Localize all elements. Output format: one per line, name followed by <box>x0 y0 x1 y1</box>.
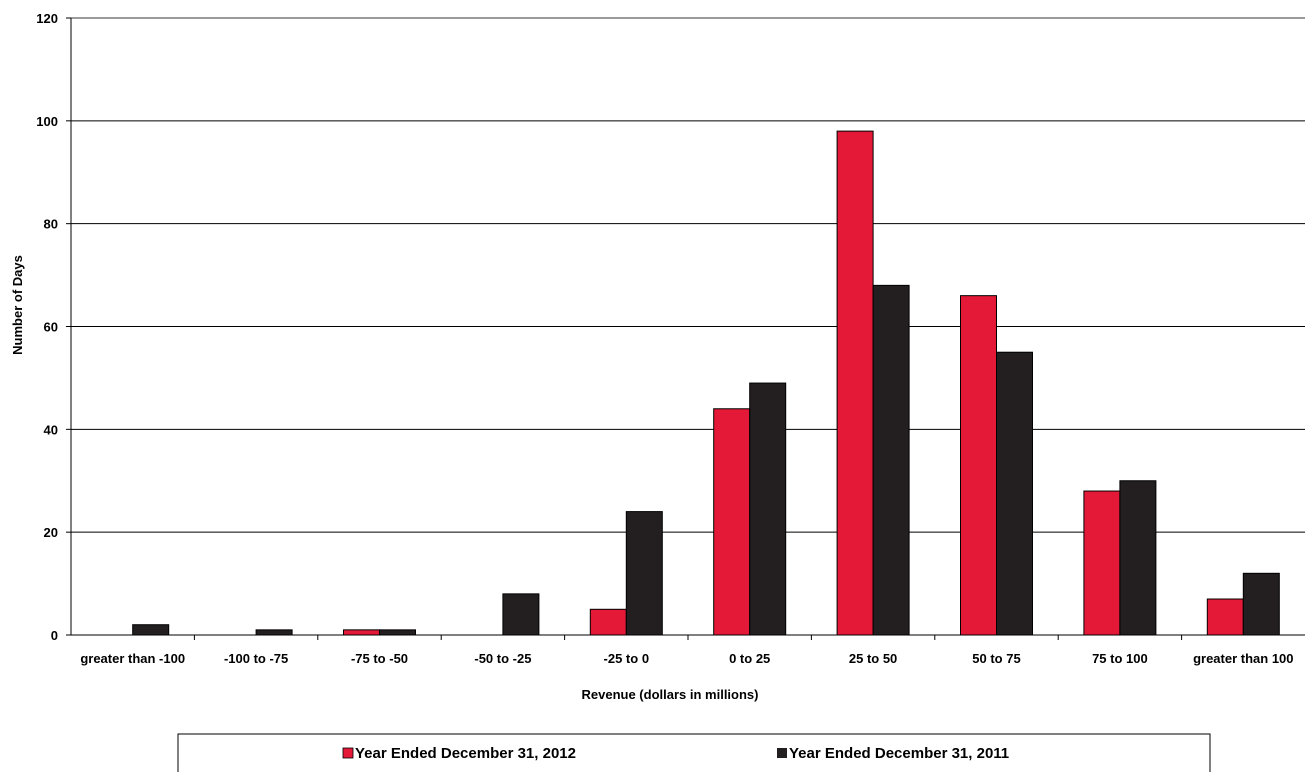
bar-2012 <box>343 629 380 636</box>
x-tick-label: 25 to 50 <box>849 651 897 666</box>
bar-2012 <box>713 408 751 636</box>
x-tick-label: 75 to 100 <box>1092 651 1148 666</box>
legend-label-2012: Year Ended December 31, 2012 <box>355 745 576 762</box>
y-tick-label: 60 <box>44 320 58 335</box>
legend-swatch-2012 <box>342 747 354 759</box>
bar-2011 <box>749 382 787 636</box>
bar-2011 <box>625 511 663 636</box>
x-tick-label: greater than 100 <box>1193 651 1293 666</box>
x-axis-title: Revenue (dollars in millions) <box>582 687 759 702</box>
bar-2011 <box>379 629 416 636</box>
x-tick-label: -50 to -25 <box>474 651 531 666</box>
legend-label-2011: Year Ended December 31, 2011 <box>789 745 1009 762</box>
y-tick-label: 80 <box>44 217 58 232</box>
x-tick-label: greater than -100 <box>80 651 185 666</box>
x-tick-label: -75 to -50 <box>351 651 408 666</box>
y-tick-label: 120 <box>36 11 58 26</box>
y-tick-label: 20 <box>44 525 58 540</box>
y-tick-label: 100 <box>36 114 58 129</box>
bar-2012 <box>589 608 627 636</box>
bar-2011 <box>132 624 170 636</box>
x-tick-label: -100 to -75 <box>224 651 288 666</box>
bar-2012 <box>836 130 874 636</box>
x-tick-label: 50 to 75 <box>972 651 1020 666</box>
gridlines <box>71 17 1305 533</box>
bars <box>132 130 1280 636</box>
bar-2011 <box>1119 480 1157 636</box>
y-tick-label: 40 <box>44 422 58 437</box>
x-tick-label: 0 to 25 <box>729 651 770 666</box>
bar-2012 <box>1206 598 1244 636</box>
y-axis-title: Number of Days <box>10 255 25 355</box>
legend: Year Ended December 31, 2012 Year Ended … <box>177 733 1211 777</box>
bar-2012 <box>1083 490 1121 636</box>
x-tick-label: -25 to 0 <box>604 651 650 666</box>
bar-2012 <box>960 295 997 636</box>
bar-2011 <box>872 284 910 636</box>
bar-2011 <box>996 351 1033 636</box>
y-tick-label: 0 <box>51 628 58 643</box>
legend-swatch-2011 <box>777 748 787 758</box>
legend-box <box>177 733 1211 777</box>
bar-2011 <box>255 629 293 636</box>
bar-2011 <box>1242 572 1280 636</box>
tick-labels: 0 20 40 60 80 100 120 greater than -100 -100 to … <box>36 11 1293 666</box>
bar-2011 <box>502 593 540 636</box>
